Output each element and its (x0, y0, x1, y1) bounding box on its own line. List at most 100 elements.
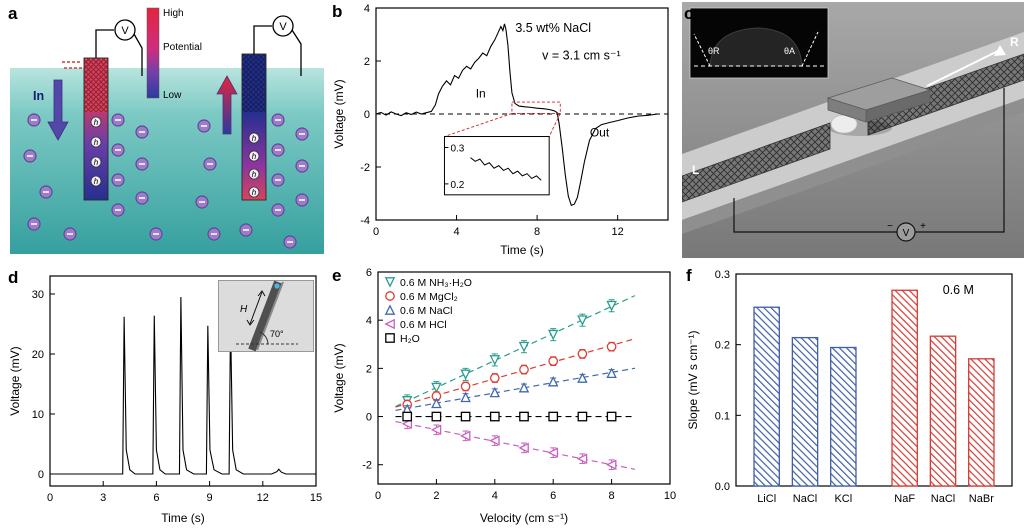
svg-text:0: 0 (373, 226, 379, 238)
voltmeter-icon (114, 19, 136, 41)
colorbar-gradient (146, 7, 160, 99)
svg-text:NaCl: NaCl (793, 493, 817, 505)
svg-text:30: 30 (32, 289, 44, 301)
svg-text:h: h (252, 152, 257, 161)
svg-text:v = 3.1 cm s⁻¹: v = 3.1 cm s⁻¹ (542, 49, 621, 63)
graphene-left (682, 122, 831, 203)
voltmeter-label: V (121, 25, 129, 37)
potential-colorbar: High Potential Low (146, 7, 202, 101)
sliding-plate (826, 77, 932, 123)
svg-text:8: 8 (534, 226, 540, 238)
svg-text:4: 4 (492, 490, 498, 502)
svg-text:0.6 M HCl: 0.6 M HCl (400, 319, 447, 331)
svg-text:10: 10 (664, 490, 676, 502)
wire (915, 88, 1005, 233)
graphene-device-schematic: R L V − + θR θA (682, 2, 1024, 258)
svg-text:0.6 M MgCl₂: 0.6 M MgCl₂ (400, 291, 458, 303)
panel-label-e: e (332, 266, 342, 285)
svg-text:-2: -2 (360, 162, 370, 174)
svg-text:h: h (94, 158, 99, 167)
svg-text:h: h (94, 177, 99, 186)
in-label: In (33, 89, 44, 103)
svg-text:0.2: 0.2 (715, 340, 730, 352)
svg-text:12: 12 (612, 226, 624, 238)
voltmeter-icon (272, 15, 294, 37)
svg-text:Voltage (mV): Voltage (mV) (332, 343, 346, 412)
svg-text:KCl: KCl (834, 493, 852, 505)
svg-text:2: 2 (366, 363, 372, 375)
svg-text:h: h (252, 170, 257, 179)
svg-text:Slope (mV s cm⁻¹): Slope (mV s cm⁻¹) (686, 330, 700, 429)
angle-label: 70° (270, 329, 284, 339)
panel-label-a: a (8, 4, 18, 23)
chart-spikes-vs-time: 0 3 6 9 12 15 0 10 20 30 Time (s) Voltage (mV) (8, 275, 322, 525)
svg-text:0.6 M NH₃·H₂O: 0.6 M NH₃·H₂O (400, 277, 472, 289)
height-label: H (240, 304, 248, 315)
left-cell: V In h h h h (33, 19, 143, 201)
svg-text:Out: Out (590, 126, 610, 140)
tilted-plate (248, 280, 282, 352)
svg-text:4: 4 (364, 3, 370, 15)
plus-sign: + (920, 221, 926, 232)
tilted-plate-inset: H 70° (218, 280, 314, 352)
svg-text:LiCl: LiCl (757, 493, 776, 505)
height-arrow (249, 291, 263, 325)
wire (95, 29, 114, 58)
svg-text:6: 6 (550, 490, 556, 502)
svg-text:NaBr: NaBr (969, 493, 994, 505)
anion-layer (23, 113, 309, 249)
droplet-photo (709, 27, 803, 67)
wire (733, 198, 897, 233)
svg-text:h: h (252, 188, 257, 197)
svg-text:H₂O: H₂O (400, 333, 420, 345)
chart-voltage-vs-velocity: 0 2 4 6 8 10 -2 0 2 4 6 Velocity (cm s⁻¹) Voltage (m… (332, 267, 676, 525)
svg-text:0.0: 0.0 (715, 481, 730, 493)
svg-text:0: 0 (364, 109, 370, 121)
svg-text:6: 6 (366, 267, 372, 279)
wire (291, 29, 302, 76)
svg-text:0.2: 0.2 (450, 180, 464, 191)
tangent-right (801, 31, 819, 67)
svg-text:0: 0 (366, 412, 372, 424)
svg-text:h: h (94, 118, 99, 127)
panel-f: f 0.0 0.1 0.2 0.3 Slope (mV s cm⁻¹) LiCl NaCl K… (684, 264, 1024, 526)
svg-text:3: 3 (100, 492, 106, 504)
right-terminal-label: R (1010, 35, 1019, 49)
theta-advancing-label: θA (784, 46, 795, 56)
motion-arrow (926, 45, 1006, 87)
svg-text:2: 2 (433, 490, 439, 502)
svg-text:10: 10 (32, 409, 44, 421)
left-terminal-label: L (692, 163, 699, 177)
svg-text:-4: -4 (360, 215, 370, 227)
svg-text:4: 4 (366, 315, 372, 327)
svg-text:0: 0 (47, 492, 53, 504)
svg-text:0.6 M NaCl: 0.6 M NaCl (400, 305, 453, 317)
svg-text:h: h (94, 138, 99, 147)
svg-text:NaCl: NaCl (931, 493, 955, 505)
graphene-right (867, 53, 1024, 136)
minus-sign: − (887, 221, 893, 232)
svg-text:4: 4 (453, 226, 459, 238)
in-flow-arrow-icon (47, 79, 69, 141)
panel-a: a (6, 2, 328, 260)
svg-text:h: h (252, 134, 257, 143)
svg-text:6: 6 (153, 492, 159, 504)
svg-text:3.5 wt% NaCl: 3.5 wt% NaCl (515, 21, 591, 35)
colorbar-low-label: Low (163, 90, 182, 101)
colorbar-title: Potential (163, 42, 202, 53)
voltmeter-label: V (903, 228, 910, 239)
panel-label-d: d (8, 268, 19, 287)
panel-label-b: b (332, 2, 343, 21)
droplet-icon (274, 283, 280, 289)
panel-label-f: f (686, 266, 692, 285)
out-flow-arrow-icon (216, 75, 238, 135)
wire (133, 33, 143, 76)
svg-text:Voltage (mV): Voltage (mV) (332, 79, 346, 148)
panel-d: d 0 3 6 9 12 15 0 10 20 30 Time (s) Voltage (mV) H … (6, 266, 328, 528)
svg-text:2: 2 (364, 56, 370, 68)
panel-b: b 0 4 8 12 -4 -2 0 2 4 Time (s) Voltage (mV) 3.5 wt… (330, 0, 682, 260)
svg-text:8: 8 (609, 490, 615, 502)
svg-text:Time (s): Time (s) (161, 511, 205, 525)
